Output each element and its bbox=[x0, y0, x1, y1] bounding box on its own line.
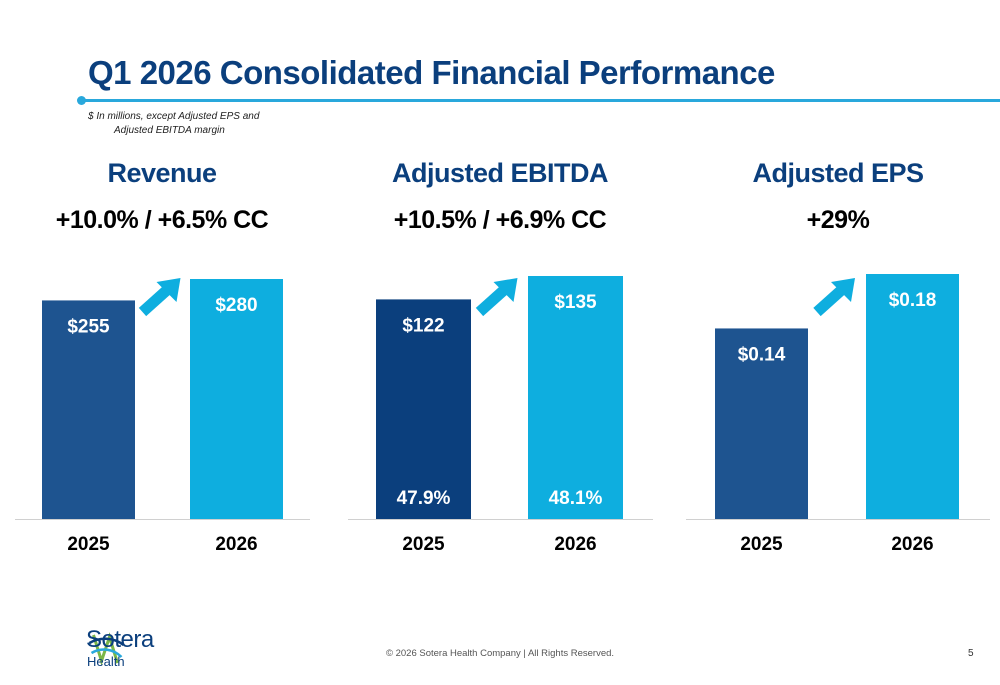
sotera-logo-icon bbox=[88, 632, 125, 666]
x-tick-label-eps-2026: 2026 bbox=[891, 534, 933, 555]
growth-arrow-icon-ebitda bbox=[475, 278, 518, 317]
bar-eps-2026 bbox=[866, 274, 959, 519]
bar-revenue-2025 bbox=[42, 300, 135, 519]
growth-arrow-icon-eps bbox=[813, 278, 855, 317]
panel-title-revenue: Revenue bbox=[107, 158, 217, 188]
x-tick-label-revenue-2026: 2026 bbox=[215, 534, 257, 555]
data-label-ebitda-2026: $135 bbox=[554, 292, 597, 313]
panel-growth-revenue: +10.0% / +6.5% CC bbox=[55, 206, 269, 234]
footer-copyright: © 2026 Sotera Health Company | All Right… bbox=[385, 648, 615, 659]
logo-subtext: Health bbox=[87, 654, 125, 669]
subtitle-line-2: Adjusted EBITDA margin bbox=[114, 125, 225, 136]
data-label-eps-2025: $0.14 bbox=[738, 344, 786, 365]
page-number: 5 bbox=[968, 648, 974, 659]
margin-label-ebitda-2025: 47.9% bbox=[397, 488, 451, 509]
margin-label-ebitda-2026: 48.1% bbox=[549, 488, 603, 509]
page-title: Q1 2026 Consolidated Financial Performan… bbox=[88, 54, 775, 91]
panel-growth-eps: +29% bbox=[806, 206, 870, 234]
subtitle-line-1: $ In millions, except Adjusted EPS and bbox=[88, 111, 260, 122]
growth-arrow-icon-revenue bbox=[138, 278, 181, 317]
logo-wordmark: Sotera bbox=[86, 626, 154, 653]
data-label-eps-2026: $0.18 bbox=[889, 290, 937, 311]
title-dot bbox=[77, 96, 86, 105]
data-label-revenue-2025: $255 bbox=[67, 316, 110, 337]
data-label-ebitda-2025: $122 bbox=[402, 315, 444, 336]
x-tick-label-revenue-2025: 2025 bbox=[67, 534, 110, 555]
panel-title-eps: Adjusted EPS bbox=[752, 158, 924, 188]
bar-eps-2025 bbox=[715, 328, 808, 519]
bar-ebitda-2025 bbox=[376, 299, 471, 519]
title-rule bbox=[82, 99, 1000, 102]
x-tick-label-eps-2025: 2025 bbox=[740, 534, 783, 555]
x-tick-label-ebitda-2025: 2025 bbox=[402, 534, 445, 555]
bar-ebitda-2026 bbox=[528, 276, 623, 519]
panel-growth-ebitda: +10.5% / +6.9% CC bbox=[393, 206, 607, 234]
panel-title-ebitda: Adjusted EBITDA bbox=[391, 158, 609, 188]
x-tick-label-ebitda-2026: 2026 bbox=[554, 534, 596, 555]
bar-revenue-2026 bbox=[190, 279, 283, 519]
data-label-revenue-2026: $280 bbox=[215, 295, 257, 316]
subtitle-note: $ In millions, except Adjusted EPS and A… bbox=[88, 110, 259, 138]
